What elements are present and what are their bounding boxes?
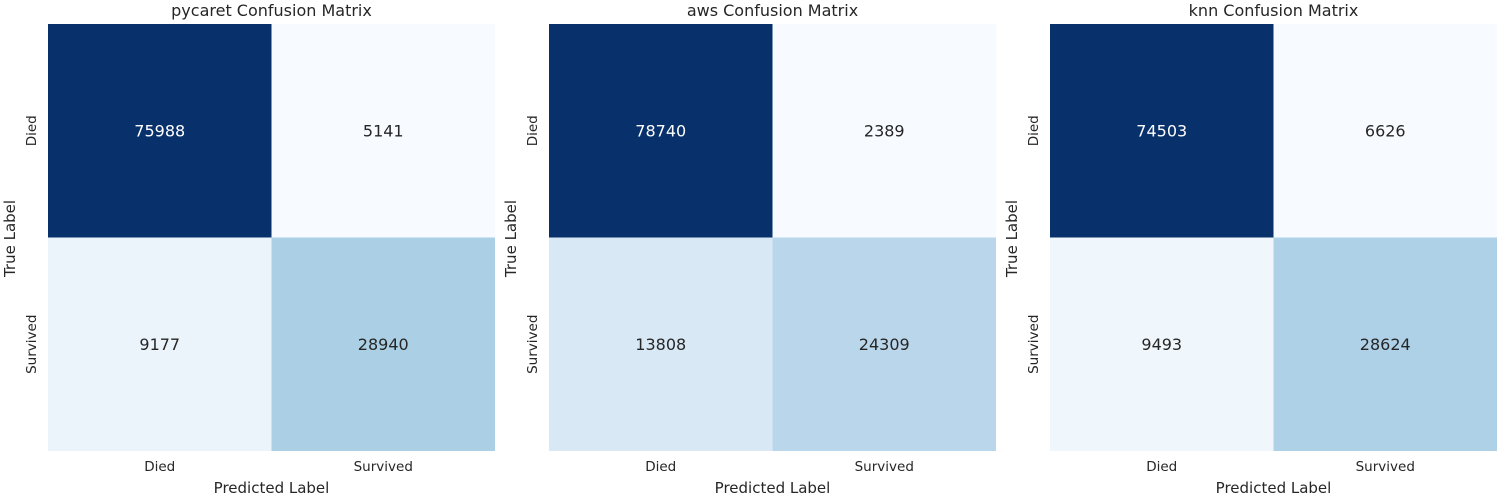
x-axis-label: Predicted Label xyxy=(214,479,330,497)
heatmap-cell xyxy=(1273,237,1497,451)
cell-value-label: 9177 xyxy=(139,335,180,354)
heatmap-cell xyxy=(549,237,773,451)
y-tick-label: Died xyxy=(24,115,40,146)
x-tick-label: Died xyxy=(1146,459,1177,475)
heatmap-cell xyxy=(48,237,272,451)
x-tick-label: Survived xyxy=(1356,459,1415,475)
heatmap-cell xyxy=(772,24,996,238)
cell-value-label: 28624 xyxy=(1360,335,1411,354)
chart-title: pycaret Confusion Matrix xyxy=(171,1,372,20)
heatmap-cell xyxy=(1050,24,1274,238)
confusion-matrix-panel-1: 75988 5141 9177 28940 pycaret Confusion Matr… xyxy=(1,1,495,497)
cell-value-label: 78740 xyxy=(635,121,686,140)
cell-value-label: 6626 xyxy=(1365,121,1406,140)
heatmap-cell xyxy=(48,24,272,238)
heatmap-cell xyxy=(772,237,996,451)
confusion-matrix-panel-2: 78740 2389 13808 24309 aws Confusion Matrix D… xyxy=(502,1,996,497)
y-axis-label: True Label xyxy=(1003,200,1021,278)
cell-value-label: 2389 xyxy=(864,121,905,140)
y-tick-label: Died xyxy=(525,115,541,146)
y-axis-label: True Label xyxy=(1,200,19,278)
cell-value-label: 13808 xyxy=(635,335,686,354)
cell-value-label: 74503 xyxy=(1136,121,1187,140)
y-tick-label: Died xyxy=(1026,115,1042,146)
cell-value-label: 5141 xyxy=(363,121,404,140)
confusion-matrix-panel-3: 74503 6626 9493 28624 knn Confusion Matrix Di… xyxy=(1003,1,1497,497)
heatmap-cell xyxy=(549,24,773,238)
y-tick-label: Survived xyxy=(525,315,541,374)
x-tick-label: Survived xyxy=(855,459,914,475)
x-tick-label: Died xyxy=(645,459,676,475)
cell-value-label: 28940 xyxy=(358,335,409,354)
cell-value-label: 75988 xyxy=(134,121,185,140)
x-axis-label: Predicted Label xyxy=(715,479,831,497)
cell-value-label: 24309 xyxy=(859,335,910,354)
heatmap-cell xyxy=(271,24,495,238)
y-tick-label: Survived xyxy=(24,315,40,374)
y-axis-label: True Label xyxy=(502,200,520,278)
heatmap-cell xyxy=(1050,237,1274,451)
x-tick-label: Died xyxy=(144,459,175,475)
heatmap-cell xyxy=(1273,24,1497,238)
chart-title: aws Confusion Matrix xyxy=(687,1,858,20)
x-axis-label: Predicted Label xyxy=(1216,479,1332,497)
chart-title: knn Confusion Matrix xyxy=(1189,1,1359,20)
cell-value-label: 9493 xyxy=(1141,335,1182,354)
heatmap-cell xyxy=(271,237,495,451)
x-tick-label: Survived xyxy=(354,459,413,475)
y-tick-label: Survived xyxy=(1026,315,1042,374)
